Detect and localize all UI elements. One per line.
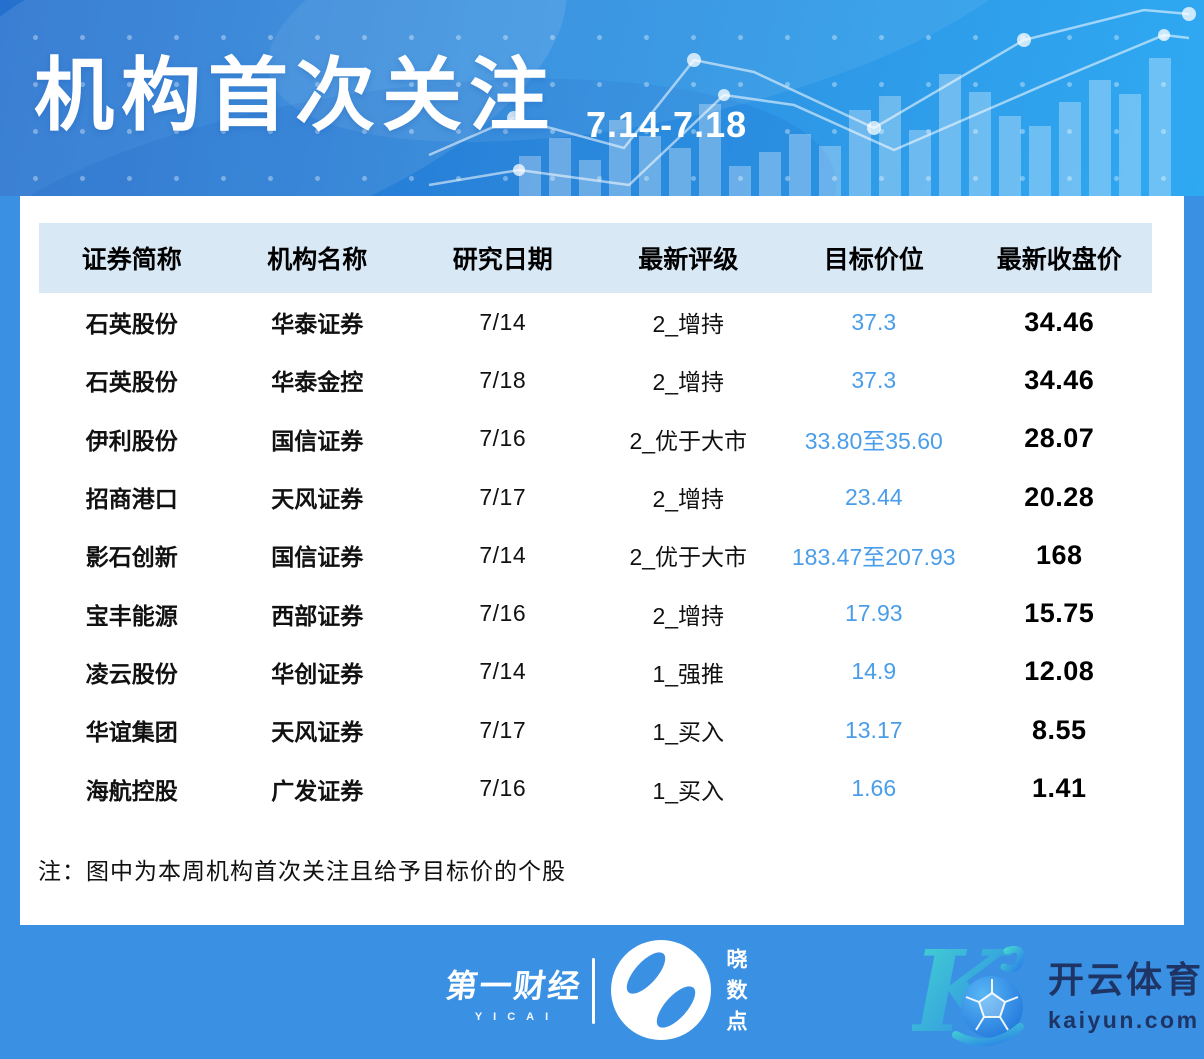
cell-stock: 宝丰能源 xyxy=(85,602,178,629)
kaiyun-domain: kaiyun.com xyxy=(1048,1006,1200,1033)
dot-grid-decoration xyxy=(0,0,1204,196)
cell-date: 7/16 xyxy=(479,425,527,452)
cell-close: 34.46 xyxy=(1024,364,1095,395)
table-header-row: 证券简称 机构名称 研究日期 最新评级 目标价位 最新收盘价 xyxy=(39,223,1152,293)
cell-stock: 石英股份 xyxy=(85,369,178,396)
column-header-close: 最新收盘价 xyxy=(996,246,1122,274)
xiaoshudian-logo-text: 晓数点 xyxy=(724,947,747,1041)
header-decorative-chart xyxy=(428,7,1196,196)
cell-target: 14.9 xyxy=(851,658,897,685)
cell-target: 37.3 xyxy=(851,308,897,335)
cell-date: 7/14 xyxy=(479,541,527,568)
cell-target: 23.44 xyxy=(844,483,903,510)
cell-rating: 2_优于大市 xyxy=(629,427,748,454)
cell-close: 20.28 xyxy=(1024,481,1095,512)
xiaoshudian-logo: 晓数点 xyxy=(608,937,750,1043)
kaiyun-logo-text-block: 开云体育 kaiyun.com xyxy=(1048,951,1204,1034)
cell-close: 15.75 xyxy=(1024,598,1095,629)
cell-date: 7/14 xyxy=(479,308,527,335)
cell-institution: 华泰金控 xyxy=(271,369,364,396)
cell-date: 7/14 xyxy=(479,658,527,685)
kaiyun-name: 开云体育 xyxy=(1048,958,1204,1000)
table-row: 华谊集团 天风证券 7/17 1_买入 13.17 8.55 xyxy=(39,701,1152,759)
cell-target: 33.80至35.60 xyxy=(804,427,943,454)
footnote: 注：图中为本周机构首次关注且给予目标价的个股 xyxy=(38,858,566,884)
cell-rating: 2_增持 xyxy=(652,486,725,513)
cell-rating: 2_增持 xyxy=(652,311,725,338)
cell-close: 8.55 xyxy=(1031,714,1087,745)
cell-date: 7/16 xyxy=(479,775,527,802)
table-row: 海航控股 广发证券 7/16 1_买入 1.66 1.41 xyxy=(39,759,1152,817)
cell-date: 7/17 xyxy=(479,483,527,510)
cell-institution: 国信证券 xyxy=(271,427,364,454)
cell-target: 17.93 xyxy=(844,600,903,627)
yicai-logo: 第一财经 YICAI xyxy=(443,961,584,1023)
cell-close: 1.41 xyxy=(1031,773,1087,804)
cell-close: 34.46 xyxy=(1024,306,1095,337)
content-card: 证券简称 机构名称 研究日期 最新评级 目标价位 最新收盘价 石英股份 华泰证券 7… xyxy=(20,196,1184,925)
cell-rating: 1_强推 xyxy=(652,660,725,687)
cell-stock: 伊利股份 xyxy=(85,427,178,454)
table-row: 影石创新 国信证券 7/14 2_优于大市 183.47至207.93 168 xyxy=(39,526,1152,584)
table-row: 招商港口 天风证券 7/17 2_增持 23.44 20.28 xyxy=(39,468,1152,526)
yicai-logo-text: 第一财经 xyxy=(443,968,584,1004)
cell-stock: 凌云股份 xyxy=(85,660,178,687)
ratings-table: 证券简称 机构名称 研究日期 最新评级 目标价位 最新收盘价 石英股份 华泰证券 7… xyxy=(39,223,1152,818)
table-body: 石英股份 华泰证券 7/14 2_增持 37.3 34.46 石英股份 华泰金控 7/18 2_增… xyxy=(39,293,1152,818)
date-range: 7.14-7.18 xyxy=(586,104,748,145)
table-row: 伊利股份 国信证券 7/16 2_优于大市 33.80至35.60 28.07 xyxy=(39,410,1152,468)
footer-bar: 第一财经 YICAI 晓数点 K xyxy=(0,925,1204,1059)
header-banner: 机构首次关注 7.14-7.18 xyxy=(0,0,1204,196)
cell-institution: 广发证券 xyxy=(271,777,364,804)
yicai-logo-subtext: YICAI xyxy=(474,1011,560,1023)
xiaoshudian-circle-icon xyxy=(611,940,711,1040)
footer-divider xyxy=(592,958,595,1024)
cell-date: 7/18 xyxy=(479,366,527,393)
column-header-institution: 机构名称 xyxy=(267,246,368,274)
cell-institution: 天风证券 xyxy=(271,486,364,513)
cell-stock: 招商港口 xyxy=(85,486,178,513)
cell-close: 12.08 xyxy=(1024,656,1095,687)
cell-close: 28.07 xyxy=(1024,423,1095,454)
cell-target: 37.3 xyxy=(851,366,897,393)
table-row: 凌云股份 华创证券 7/14 1_强推 14.9 12.08 xyxy=(39,643,1152,701)
table-row: 石英股份 华泰金控 7/18 2_增持 37.3 34.46 xyxy=(39,351,1152,409)
cell-institution: 国信证券 xyxy=(271,544,364,571)
cell-stock: 华谊集团 xyxy=(85,719,178,746)
cell-target: 13.17 xyxy=(844,716,903,743)
cell-rating: 1_买入 xyxy=(652,777,725,804)
table-row: 石英股份 华泰证券 7/14 2_增持 37.3 34.46 xyxy=(39,293,1152,351)
cell-stock: 石英股份 xyxy=(85,311,178,338)
column-header-stock: 证券简称 xyxy=(81,246,182,274)
cell-date: 7/17 xyxy=(479,716,527,743)
cell-institution: 天风证券 xyxy=(271,719,364,746)
cell-date: 7/16 xyxy=(479,600,527,627)
column-header-date: 研究日期 xyxy=(452,246,553,274)
page-title: 机构首次关注 xyxy=(34,51,556,140)
cell-institution: 华创证券 xyxy=(271,660,364,687)
kaiyun-logo: K 开云体育 kaiyun.com xyxy=(912,931,1204,1053)
cell-stock: 影石创新 xyxy=(85,544,178,571)
cell-target: 183.47至207.93 xyxy=(791,544,956,571)
column-header-rating: 最新评级 xyxy=(638,246,739,274)
cell-rating: 2_增持 xyxy=(652,602,725,629)
cell-institution: 西部证券 xyxy=(271,602,364,629)
cell-rating: 2_优于大市 xyxy=(629,544,748,571)
cell-institution: 华泰证券 xyxy=(271,311,364,338)
cell-target: 1.66 xyxy=(851,775,897,802)
cell-close: 168 xyxy=(1035,539,1083,570)
table-row: 宝丰能源 西部证券 7/16 2_增持 17.93 15.75 xyxy=(39,584,1152,642)
kaiyun-k-icon: K xyxy=(912,931,1025,1053)
cell-stock: 海航控股 xyxy=(85,777,178,804)
cell-rating: 2_增持 xyxy=(652,369,725,396)
column-header-target: 目标价位 xyxy=(823,246,924,274)
cell-rating: 1_买入 xyxy=(652,719,725,746)
